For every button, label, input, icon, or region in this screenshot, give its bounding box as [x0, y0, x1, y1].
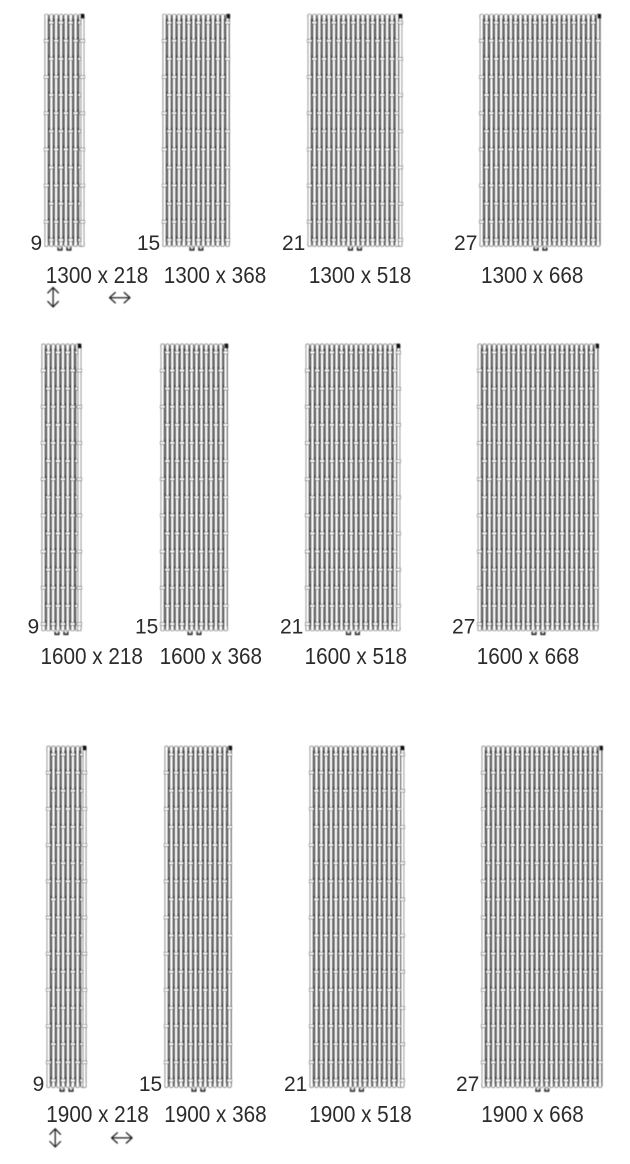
svg-text:1600 x 218: 1600 x 218: [41, 643, 143, 669]
svg-text:1600 x 518: 1600 x 518: [305, 643, 407, 669]
svg-text:1900 x 368: 1900 x 368: [164, 1101, 266, 1127]
svg-text:9: 9: [28, 616, 40, 639]
svg-text:1600 x 368: 1600 x 368: [160, 643, 262, 669]
svg-text:15: 15: [137, 232, 160, 255]
svg-text:21: 21: [284, 1073, 307, 1096]
svg-text:21: 21: [282, 232, 305, 255]
svg-text:1300 x 518: 1300 x 518: [309, 262, 411, 288]
svg-text:9: 9: [33, 1073, 45, 1096]
svg-text:9: 9: [31, 232, 43, 255]
svg-text:27: 27: [452, 616, 475, 639]
svg-text:1900 x 218: 1900 x 218: [46, 1101, 148, 1127]
svg-text:1600 x 668: 1600 x 668: [477, 643, 579, 669]
svg-text:27: 27: [456, 1073, 479, 1096]
svg-text:15: 15: [139, 1073, 162, 1096]
svg-text:21: 21: [280, 616, 303, 639]
svg-text:1300 x 218: 1300 x 218: [46, 262, 148, 288]
svg-text:1300 x 368: 1300 x 368: [164, 262, 266, 288]
svg-text:1300 x 668: 1300 x 668: [481, 262, 583, 288]
svg-text:1900 x 518: 1900 x 518: [309, 1101, 411, 1127]
svg-text:15: 15: [135, 616, 158, 639]
svg-text:27: 27: [454, 232, 477, 255]
svg-text:1900 x 668: 1900 x 668: [481, 1101, 583, 1127]
